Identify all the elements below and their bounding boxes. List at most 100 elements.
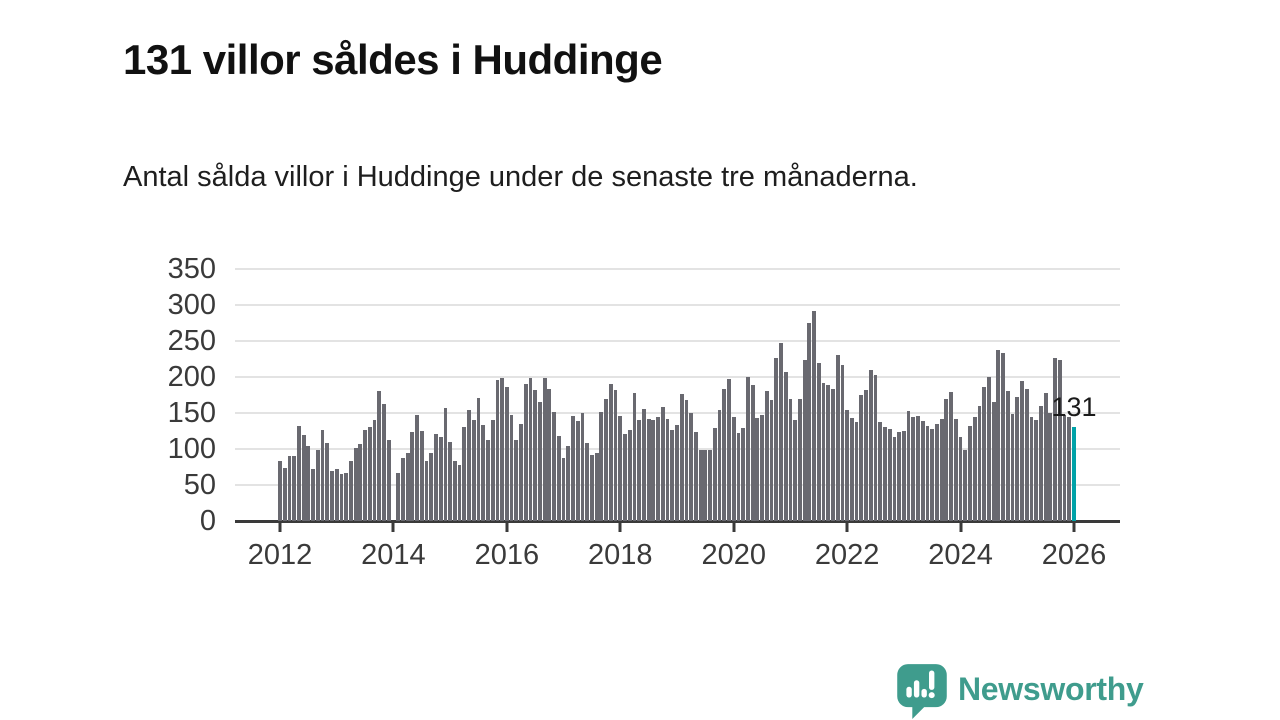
bar (774, 358, 779, 521)
highlighted-latest-bar (1072, 426, 1076, 521)
y-gridline (235, 376, 1120, 378)
x-axis-tick-label: 2012 (247, 539, 313, 571)
bar (694, 431, 698, 521)
bar (528, 378, 533, 521)
bar (1034, 420, 1039, 521)
bar (651, 420, 656, 521)
bar (708, 449, 712, 521)
bar (424, 460, 429, 521)
bar (987, 377, 991, 521)
bar (297, 425, 301, 521)
bar (1057, 359, 1062, 521)
x-axis-tick-label: 2014 (361, 539, 426, 571)
x-axis-tick-label: 2024 (928, 539, 993, 571)
bar (873, 374, 878, 521)
bar (887, 428, 892, 521)
bar (831, 388, 835, 521)
bar (1024, 388, 1029, 521)
bar (486, 440, 490, 521)
bar (604, 399, 608, 521)
x-axis-tick-label: 2016 (474, 539, 540, 571)
bar (490, 420, 495, 521)
bar (1015, 397, 1020, 521)
bar (627, 430, 632, 521)
x-axis-tick (391, 521, 395, 532)
y-gridline (235, 304, 1120, 306)
bar (452, 461, 457, 521)
bar (575, 420, 580, 521)
bar (750, 384, 755, 521)
y-gridline (235, 412, 1120, 414)
bar (1062, 415, 1067, 521)
bar (594, 452, 599, 521)
bar (476, 397, 481, 521)
bar (457, 464, 462, 521)
bar (287, 456, 292, 521)
bar (783, 371, 788, 521)
x-axis-tick (278, 521, 282, 532)
bar (920, 420, 925, 521)
bar (982, 387, 987, 521)
bar (637, 420, 642, 521)
bar (977, 405, 982, 521)
bar (859, 395, 864, 521)
y-gridline (235, 340, 1120, 342)
bar (1020, 380, 1024, 521)
bar (1029, 417, 1034, 521)
bar (769, 400, 774, 521)
bar (377, 390, 382, 521)
x-axis-tick-label: 2026 (1041, 539, 1107, 571)
bar (1005, 390, 1010, 521)
bar (930, 428, 935, 521)
bar (864, 389, 868, 521)
bar (608, 384, 613, 521)
bar (278, 461, 282, 521)
bar (722, 388, 727, 521)
x-axis-tick (618, 521, 622, 532)
bar (916, 415, 920, 521)
bar (854, 421, 859, 521)
bar (755, 418, 760, 521)
bar (585, 442, 590, 521)
bar (467, 410, 471, 521)
bar (802, 359, 807, 521)
bar (816, 363, 821, 521)
bar (1053, 357, 1057, 521)
bar (415, 415, 419, 521)
x-axis-tick (1072, 521, 1076, 532)
bar (339, 474, 344, 521)
bar (618, 415, 623, 521)
bar (826, 384, 831, 521)
bar (396, 472, 401, 521)
x-axis-tick (959, 521, 963, 532)
bar (897, 432, 902, 521)
y-axis-tick-label: 300 (167, 289, 216, 321)
x-axis-line (235, 519, 1120, 523)
bar (760, 415, 764, 521)
bar (835, 354, 840, 521)
bar (717, 410, 722, 521)
bar (1067, 417, 1072, 521)
bar (670, 430, 675, 521)
bar (292, 456, 297, 521)
bar (315, 450, 320, 521)
brand-name: Newsworthy (958, 670, 1144, 707)
bar (353, 447, 358, 521)
bar (599, 411, 604, 521)
bar (892, 437, 897, 521)
bar (419, 431, 424, 521)
bar (684, 400, 689, 521)
bar (883, 427, 887, 521)
bar (646, 419, 651, 521)
bar (911, 417, 916, 521)
bar (642, 408, 646, 521)
bar (1048, 413, 1053, 521)
bar (703, 450, 708, 521)
bar (812, 311, 816, 521)
y-axis-tick-label: 350 (167, 253, 216, 285)
bar (590, 454, 594, 521)
bar (400, 458, 405, 521)
bar (1039, 405, 1043, 521)
bar (471, 420, 476, 521)
